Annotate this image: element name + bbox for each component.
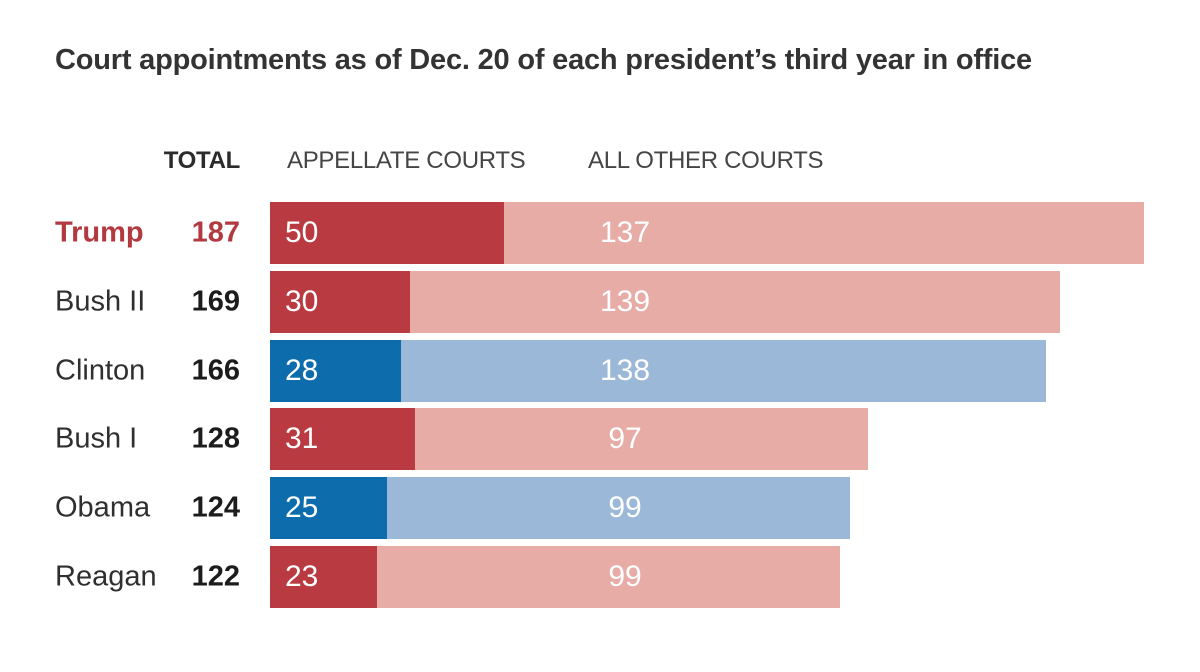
row-total: 122 [191, 560, 240, 593]
chart-row: Trump 187 50 137 [0, 202, 1200, 264]
stacked-bar: 25 99 [270, 477, 850, 540]
other-segment [377, 546, 841, 608]
row-label: Bush II [55, 285, 146, 318]
stacked-bar: 28 138 [270, 339, 1046, 402]
other-segment [400, 339, 1046, 402]
chart-row: Bush I 128 31 97 [0, 408, 1200, 471]
appellate-segment [270, 202, 504, 264]
appellate-value: 25 [285, 491, 319, 525]
column-header-all-other-courts: ALL OTHER COURTS [588, 147, 824, 174]
chart-title: Court appointments as of Dec. 20 of each… [55, 44, 1032, 76]
other-value: 99 [608, 491, 642, 525]
chart-row: Reagan 122 23 99 [0, 546, 1200, 608]
row-total: 166 [191, 354, 240, 387]
other-segment [410, 270, 1060, 333]
row-label: Obama [55, 491, 151, 524]
other-value: 139 [599, 284, 651, 318]
row-total: 169 [191, 285, 240, 318]
appellate-value: 50 [285, 216, 319, 249]
stacked-bar: 23 99 [270, 546, 841, 608]
row-total: 187 [191, 216, 240, 249]
appellate-value: 30 [285, 284, 319, 318]
chart-row: Obama 124 25 99 [0, 477, 1200, 540]
column-header-total: TOTAL [163, 147, 241, 174]
row-total: 124 [191, 491, 240, 524]
stacked-bar: 31 97 [270, 408, 869, 471]
appellate-segment [270, 546, 378, 608]
stacked-bar: 30 139 [270, 270, 1060, 333]
other-segment [503, 202, 1144, 264]
appellate-value: 31 [285, 422, 319, 456]
other-segment [414, 408, 869, 471]
chart-row: Clinton 166 28 138 [0, 339, 1200, 402]
other-value: 99 [608, 560, 642, 593]
row-total: 128 [191, 422, 240, 455]
other-value: 97 [608, 422, 642, 456]
appellate-segment [270, 270, 411, 333]
other-segment [386, 477, 850, 540]
row-label: Reagan [55, 560, 157, 593]
row-label: Trump [55, 216, 144, 249]
appellate-segment [270, 477, 387, 540]
column-header-appellate-courts: APPELLATE COURTS [287, 147, 526, 174]
stacked-bar: 50 137 [270, 202, 1144, 264]
chart-row: Bush II 169 30 139 [0, 270, 1200, 333]
row-label: Clinton [55, 354, 146, 387]
other-value: 138 [599, 353, 651, 387]
other-value: 137 [599, 216, 651, 249]
row-label: Bush I [55, 422, 138, 455]
appellate-value: 23 [285, 560, 319, 593]
appellate-value: 28 [285, 353, 319, 387]
appellate-segment [270, 339, 401, 402]
appellate-segment [270, 408, 415, 471]
